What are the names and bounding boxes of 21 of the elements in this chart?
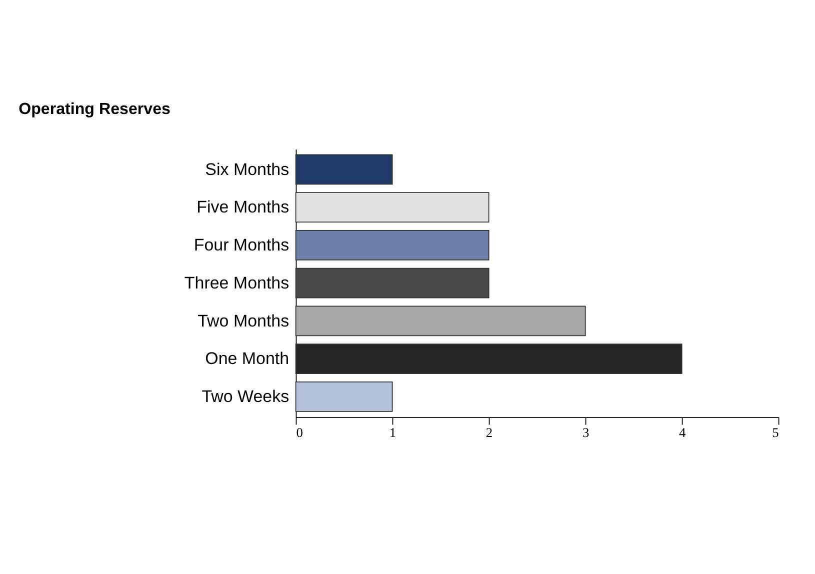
y-tick-label: Two Weeks — [202, 387, 290, 406]
bar — [295, 230, 490, 260]
y-tick-label: Two Months — [198, 311, 290, 330]
x-tick-label: 3 — [582, 425, 590, 440]
bar — [295, 344, 682, 374]
bar — [295, 154, 393, 185]
y-tick-label: Three Months — [184, 273, 290, 292]
bar — [295, 306, 586, 336]
x-tick-label: 2 — [486, 425, 493, 440]
bar — [295, 268, 490, 298]
x-tick-label: 0 — [296, 425, 304, 440]
bar — [295, 381, 393, 412]
y-tick-label: Four Months — [194, 236, 290, 255]
text: Operating Reserves — [18, 100, 171, 118]
x-tick-label: 5 — [772, 425, 780, 440]
y-tick-label: One Month — [205, 349, 290, 368]
y-tick-label: Five Months — [196, 198, 290, 217]
bar — [295, 192, 490, 223]
x-tick-label: 4 — [678, 425, 686, 440]
x-tick-label: 1 — [389, 425, 396, 440]
y-tick-label: Six Months — [205, 160, 290, 179]
